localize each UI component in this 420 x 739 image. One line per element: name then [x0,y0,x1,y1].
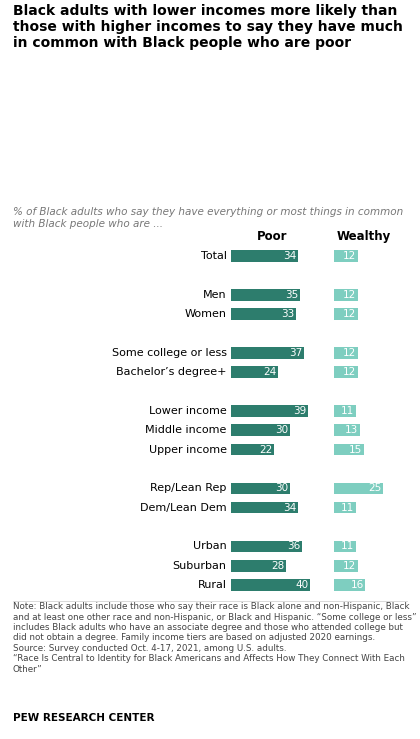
Bar [231,308,296,320]
Bar [231,444,274,455]
Text: 15: 15 [349,445,362,454]
Bar [231,347,304,358]
Bar [334,367,357,378]
Bar [334,579,365,591]
Bar [231,502,298,514]
Text: 11: 11 [341,406,354,416]
Text: Poor: Poor [257,230,287,242]
Text: Dem/Lean Dem: Dem/Lean Dem [140,503,227,513]
Text: 36: 36 [287,542,300,551]
Text: 30: 30 [276,483,289,494]
Text: 28: 28 [271,561,284,571]
Text: 37: 37 [289,348,302,358]
Text: Women: Women [185,309,227,319]
Bar [231,251,298,262]
Bar [231,579,310,591]
Text: Total: Total [201,251,227,261]
Text: PEW RESEARCH CENTER: PEW RESEARCH CENTER [13,712,154,723]
Bar [231,405,308,417]
Text: 12: 12 [343,290,356,300]
Text: Men: Men [203,290,227,300]
Text: 16: 16 [351,580,364,590]
Text: Rural: Rural [197,580,227,590]
Text: Black adults with lower incomes more likely than
those with higher incomes to sa: Black adults with lower incomes more lik… [13,4,402,50]
Bar [334,502,356,514]
Bar [231,483,290,494]
Text: 22: 22 [260,445,273,454]
Text: Urban: Urban [193,542,227,551]
Bar [334,540,356,552]
Text: 34: 34 [283,251,297,261]
Bar [231,424,290,436]
Bar [334,560,357,571]
Text: Lower income: Lower income [149,406,227,416]
Bar [334,289,357,301]
Text: Upper income: Upper income [149,445,227,454]
Text: 25: 25 [368,483,382,494]
Bar [334,424,360,436]
Text: 33: 33 [281,309,294,319]
Text: 35: 35 [285,290,299,300]
Text: 30: 30 [276,425,289,435]
Text: 12: 12 [343,309,356,319]
Bar [334,308,357,320]
Text: 12: 12 [343,348,356,358]
Text: 34: 34 [283,503,297,513]
Text: Bachelor’s degree+: Bachelor’s degree+ [116,367,227,377]
Text: 24: 24 [263,367,277,377]
Bar [334,347,357,358]
Bar [231,540,302,552]
Text: % of Black adults who say they have everything or most things in common
with Bla: % of Black adults who say they have ever… [13,207,403,228]
Bar [231,367,278,378]
Bar [334,444,364,455]
Text: 39: 39 [293,406,306,416]
Bar [334,405,356,417]
Bar [334,251,357,262]
Text: Rep/Lean Rep: Rep/Lean Rep [150,483,227,494]
Bar [334,483,383,494]
Text: 12: 12 [343,561,356,571]
Text: Suburban: Suburban [173,561,227,571]
Text: 13: 13 [345,425,358,435]
Text: 11: 11 [341,542,354,551]
Text: 12: 12 [343,367,356,377]
Bar [231,289,300,301]
Text: 40: 40 [295,580,308,590]
Text: 12: 12 [343,251,356,261]
Text: 11: 11 [341,503,354,513]
Text: Wealthy: Wealthy [336,230,391,242]
Text: Middle income: Middle income [145,425,227,435]
Text: Some college or less: Some college or less [112,348,227,358]
Bar [231,560,286,571]
Text: Note: Black adults include those who say their race is Black alone and non-Hispa: Note: Black adults include those who say… [13,602,416,674]
